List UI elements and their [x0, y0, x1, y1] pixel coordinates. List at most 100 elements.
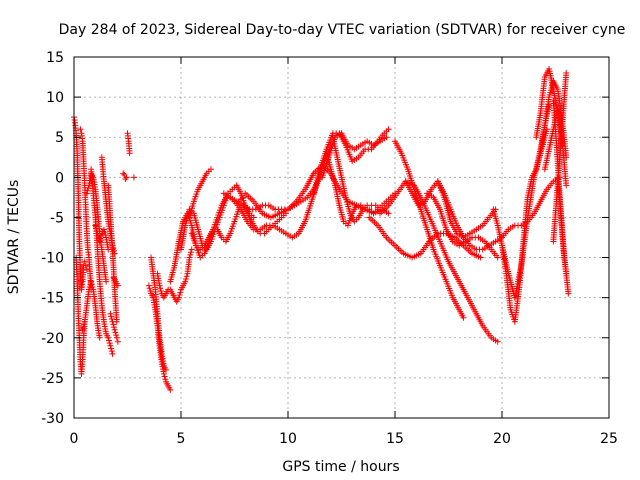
data-point-interp — [106, 340, 113, 347]
plus-marker-stroke — [145, 282, 152, 289]
data-point — [96, 238, 103, 245]
data-point-interp — [110, 247, 117, 254]
data-point — [186, 254, 193, 261]
plus-marker-stroke — [162, 376, 169, 383]
data-point — [105, 334, 112, 341]
x-tick-label: 15 — [386, 431, 404, 447]
plus-marker-stroke — [96, 334, 103, 341]
plus-marker-stroke — [114, 282, 121, 289]
plus-marker-stroke — [176, 291, 183, 298]
plus-marker-stroke — [106, 340, 113, 347]
plus-marker-stroke — [109, 318, 116, 325]
plus-marker-stroke — [187, 249, 194, 256]
plus-marker-stroke — [80, 321, 87, 328]
plus-marker-stroke — [93, 227, 100, 234]
data-points — [71, 66, 572, 393]
plus-marker-stroke — [111, 326, 118, 333]
data-point-interp — [93, 225, 100, 232]
data-point — [123, 174, 130, 181]
data-point-interp — [108, 316, 115, 323]
data-point-interp — [113, 332, 120, 339]
x-tick-label: 10 — [279, 431, 297, 447]
data-point — [145, 282, 152, 289]
data-point-interp — [89, 283, 96, 290]
data-point-interp — [112, 329, 119, 336]
plus-marker-stroke — [110, 245, 117, 252]
plus-marker-stroke — [160, 370, 167, 377]
data-point-interp — [187, 249, 194, 256]
data-point-interp — [108, 313, 115, 320]
plus-marker-stroke — [113, 332, 120, 339]
plus-marker-stroke — [156, 282, 163, 289]
plus-marker-stroke — [123, 174, 130, 181]
data-point — [109, 318, 116, 325]
y-tick-label: -10 — [41, 251, 64, 267]
plus-marker-stroke — [182, 275, 189, 282]
plus-marker-stroke — [182, 278, 189, 285]
data-point-interp — [161, 373, 168, 380]
plus-marker-stroke — [83, 266, 90, 273]
y-tick-label: -5 — [50, 210, 64, 226]
plus-marker-stroke — [107, 310, 114, 317]
plus-marker-stroke — [105, 337, 112, 344]
y-tick-label: -20 — [41, 331, 64, 347]
plus-marker-stroke — [89, 283, 96, 290]
plus-marker-stroke — [109, 350, 116, 357]
plus-marker-stroke — [187, 251, 194, 258]
x-tick-label: 0 — [70, 431, 79, 447]
data-point-interp — [84, 187, 91, 194]
plus-marker-stroke — [102, 231, 109, 238]
plus-marker-stroke — [81, 258, 88, 265]
plus-marker-stroke — [82, 262, 89, 269]
plus-marker-stroke — [79, 326, 86, 333]
plus-marker-stroke — [88, 281, 95, 288]
data-point-interp — [183, 273, 190, 280]
data-point — [77, 126, 84, 133]
data-point-interp — [98, 233, 105, 240]
plus-marker-stroke — [114, 338, 121, 345]
plus-marker-stroke — [112, 329, 119, 336]
plus-marker-stroke — [147, 287, 154, 294]
x-axis-label: GPS time / hours — [282, 459, 399, 475]
plot-frame — [73, 56, 610, 419]
data-point — [175, 294, 182, 301]
plus-marker-stroke — [177, 289, 184, 296]
data-point-interp — [101, 229, 108, 236]
y-tick-label: -15 — [41, 291, 64, 307]
plus-marker-stroke — [186, 254, 193, 261]
plus-marker-stroke — [157, 285, 164, 292]
plus-marker-stroke — [163, 366, 170, 373]
plus-marker-stroke — [146, 285, 153, 292]
data-point — [109, 350, 116, 357]
plus-marker-stroke — [183, 273, 190, 280]
plus-marker-stroke — [113, 334, 120, 341]
plus-marker-stroke — [108, 313, 115, 320]
plus-marker-stroke — [105, 334, 112, 341]
data-point — [130, 174, 137, 181]
data-point — [160, 370, 167, 377]
data-point — [126, 150, 133, 157]
data-point-interp — [147, 287, 154, 294]
data-point-interp — [157, 285, 164, 292]
data-point-interp — [80, 324, 87, 331]
plus-marker-stroke — [85, 185, 92, 192]
data-point — [83, 266, 90, 273]
data-point-interp — [80, 321, 87, 328]
data-point — [88, 278, 95, 285]
plus-marker-stroke — [158, 287, 165, 294]
data-point-interp — [176, 291, 183, 298]
data-point — [92, 222, 99, 229]
x-tick-label: 5 — [177, 431, 186, 447]
plus-marker-stroke — [77, 126, 84, 133]
plus-marker-stroke — [175, 294, 182, 301]
plus-marker-stroke — [110, 321, 117, 328]
y-tick-label: -30 — [41, 411, 64, 427]
plus-marker-stroke — [108, 345, 115, 352]
plus-marker-stroke — [100, 226, 107, 233]
data-point-interp — [110, 321, 117, 328]
plus-marker-stroke — [107, 342, 114, 349]
plus-marker-stroke — [110, 324, 117, 331]
data-point — [111, 326, 118, 333]
